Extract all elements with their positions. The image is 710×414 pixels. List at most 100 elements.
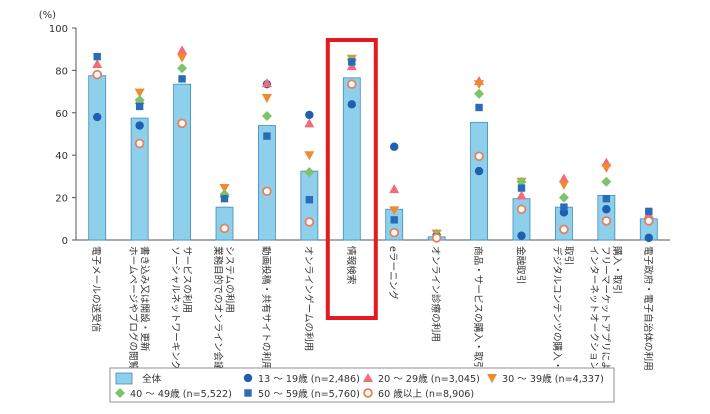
data-point bbox=[389, 184, 400, 194]
data-point bbox=[389, 227, 400, 238]
data-point bbox=[390, 216, 398, 224]
data-point bbox=[262, 186, 272, 197]
y-axis-unit: (%) bbox=[39, 10, 56, 21]
bar bbox=[173, 83, 191, 241]
category-label: システムの利用 bbox=[223, 246, 235, 313]
data-point bbox=[261, 110, 272, 121]
data-point bbox=[304, 167, 315, 178]
y-tick-label: 60 bbox=[55, 109, 68, 120]
data-point bbox=[134, 95, 145, 106]
category-label: ホームページやブログの閲覧、 bbox=[127, 246, 139, 380]
data-point bbox=[516, 190, 527, 200]
data-point bbox=[346, 61, 357, 71]
legend-label: 20 ～ 29歳 (n=3,045) bbox=[378, 373, 480, 385]
data-point bbox=[601, 176, 612, 187]
data-point bbox=[177, 53, 188, 63]
legend-marker bbox=[487, 374, 497, 383]
data-point bbox=[305, 196, 314, 204]
data-point bbox=[516, 176, 527, 187]
data-point bbox=[220, 194, 229, 203]
bar bbox=[300, 170, 319, 241]
category-label: eラーニング bbox=[387, 246, 399, 300]
data-point bbox=[261, 93, 272, 103]
data-point bbox=[92, 59, 103, 69]
data-point bbox=[305, 110, 314, 120]
y-tick-label: 20 bbox=[55, 194, 68, 205]
data-point bbox=[135, 121, 144, 130]
legend-swatch-bar bbox=[115, 372, 133, 385]
data-point bbox=[602, 205, 611, 214]
data-point bbox=[134, 88, 145, 98]
data-point bbox=[304, 217, 315, 227]
y-tick-label: 80 bbox=[55, 66, 68, 77]
legend-layer: 全体 13 ～ 19歳 (n=2,486) 20 ～ 29歳 (n=3,045) 30… bbox=[109, 367, 615, 403]
data-point bbox=[304, 151, 315, 161]
category-label: 情報検索 bbox=[345, 246, 357, 284]
data-point bbox=[643, 216, 654, 226]
category-label: オンライン診療の利用 bbox=[430, 246, 442, 342]
data-point bbox=[347, 100, 356, 109]
bar bbox=[258, 125, 276, 241]
data-point bbox=[431, 233, 442, 243]
legend-marker bbox=[363, 373, 373, 382]
legend-label: 13 ～ 19歳 (n=2,486) bbox=[258, 373, 360, 385]
data-point bbox=[475, 103, 483, 112]
category-label: 金融取引 bbox=[515, 246, 527, 284]
legend-label: 全体 bbox=[142, 373, 162, 385]
legend-marker bbox=[243, 373, 253, 383]
data-point bbox=[346, 79, 357, 89]
legend-label: 30 ～ 39歳 (n=4,337) bbox=[502, 373, 604, 385]
data-point bbox=[602, 194, 611, 203]
data-point bbox=[516, 204, 527, 215]
data-point bbox=[304, 118, 315, 128]
data-point bbox=[177, 118, 187, 129]
category-label: 電子政府・電子自治体の利用 bbox=[642, 246, 654, 371]
legend-label: 60 歳以上 (n=8,906) bbox=[378, 388, 474, 400]
data-point bbox=[517, 184, 526, 192]
data-point bbox=[219, 223, 230, 234]
bar bbox=[130, 117, 149, 241]
data-point bbox=[558, 173, 569, 183]
legend-marker bbox=[115, 388, 125, 398]
category-label: 書き込み又は開設・更新 bbox=[138, 246, 150, 352]
data-point bbox=[559, 224, 569, 235]
data-point bbox=[474, 88, 485, 99]
data-point bbox=[558, 192, 569, 203]
data-point bbox=[601, 216, 612, 226]
category-label: 動画投稿・共有サイトの利用 bbox=[260, 246, 272, 371]
data-point bbox=[474, 151, 484, 162]
data-point bbox=[558, 180, 569, 190]
category-label: 購入・取引 bbox=[611, 246, 623, 294]
data-point bbox=[219, 184, 230, 194]
data-point bbox=[263, 132, 271, 140]
data-point bbox=[92, 69, 103, 80]
category-label: デジタルコンテンツの購入・ bbox=[551, 246, 563, 370]
data-point bbox=[517, 231, 526, 240]
bar bbox=[342, 77, 361, 241]
data-point bbox=[261, 78, 272, 88]
data-point bbox=[645, 207, 653, 216]
bar bbox=[470, 121, 488, 241]
data-point bbox=[177, 45, 188, 55]
label-layer: 電子メールの送受信 ホームページやブログの閲覧、 書き込み又は開設・更新 ソーシャルネ… bbox=[90, 246, 654, 380]
data-point bbox=[474, 166, 484, 176]
data-point bbox=[474, 80, 485, 90]
category-label: 業務目的でのオンライン会議 bbox=[212, 246, 224, 371]
y-tick-label: 0 bbox=[62, 236, 68, 247]
category-label: ソーシャルネットワーキング bbox=[169, 246, 181, 371]
legend-label: 50 ～ 59歳 (n=5,760) bbox=[258, 388, 360, 400]
data-point bbox=[348, 58, 356, 66]
category-label: オンラインゲームの利用 bbox=[302, 246, 314, 351]
category-label: フリーマーケットアプリによる bbox=[599, 246, 610, 380]
data-point bbox=[560, 203, 568, 211]
data-point bbox=[389, 206, 400, 216]
marker-layer bbox=[92, 45, 654, 243]
data-point bbox=[178, 75, 186, 83]
data-point bbox=[135, 102, 144, 111]
highlight-box bbox=[325, 38, 378, 320]
category-label: インターネットオークション、 bbox=[588, 246, 599, 380]
data-point bbox=[177, 63, 188, 74]
legend-box bbox=[109, 367, 615, 403]
